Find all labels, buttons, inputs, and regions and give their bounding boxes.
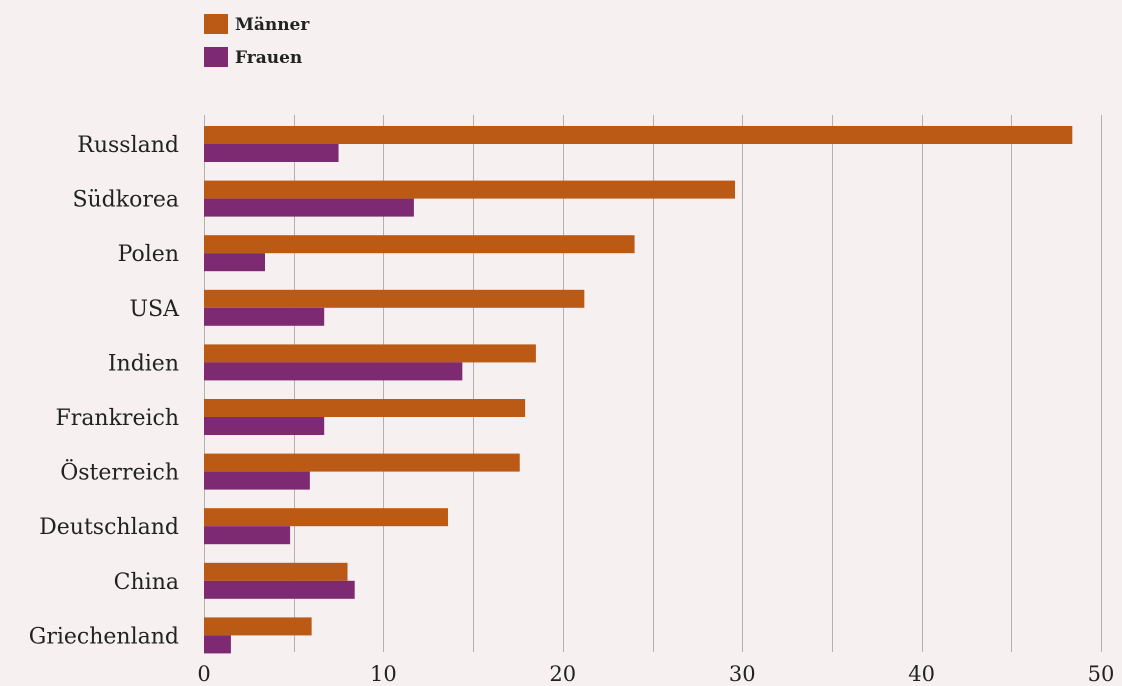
bar-frauen-8 — [204, 580, 355, 599]
x-tick-label: 20 — [549, 662, 576, 686]
x-tick-label: 50 — [1088, 662, 1115, 686]
legend-label: Männer — [235, 15, 310, 35]
category-label: Russland — [77, 133, 179, 158]
legend-swatch — [204, 14, 228, 34]
category-label: Indien — [108, 351, 179, 376]
category-label: Frankreich — [56, 406, 179, 431]
bar-frauen-5 — [204, 417, 325, 435]
x-tick-label: 10 — [370, 662, 397, 686]
x-tick-label: 0 — [197, 662, 210, 686]
bar-frauen-9 — [204, 635, 231, 654]
legend-swatch — [204, 47, 228, 67]
x-tick-label: 30 — [729, 662, 756, 686]
category-label: Polen — [118, 242, 179, 267]
bar-maenner-4 — [204, 344, 536, 363]
bar-maenner-3 — [204, 289, 585, 308]
bar-maenner-0 — [204, 126, 1073, 144]
bar-frauen-4 — [204, 362, 463, 381]
bar-frauen-0 — [204, 144, 339, 162]
bar-maenner-5 — [204, 399, 526, 417]
category-label: Griechenland — [29, 624, 179, 649]
bar-frauen-7 — [204, 526, 291, 545]
bar-maenner-9 — [204, 617, 312, 636]
category-label: Deutschland — [39, 515, 179, 540]
bar-frauen-6 — [204, 471, 310, 490]
bar-maenner-2 — [204, 235, 635, 254]
category-label: USA — [130, 297, 181, 322]
bar-frauen-2 — [204, 253, 265, 272]
bar-maenner-8 — [204, 562, 348, 581]
bar-maenner-7 — [204, 508, 448, 527]
legend: Männer Frauen — [204, 14, 310, 68]
category-label: Österreich — [60, 459, 179, 486]
category-label: Südkorea — [72, 188, 179, 213]
bar-maenner-6 — [204, 453, 520, 472]
bars — [204, 126, 1073, 654]
bar-maenner-1 — [204, 180, 736, 199]
legend-label: Frauen — [235, 48, 302, 68]
bar-frauen-3 — [204, 307, 325, 326]
x-tick-labels: 0 10 20 30 40 50 — [197, 662, 1114, 686]
bar-frauen-1 — [204, 198, 414, 217]
category-label: China — [114, 570, 179, 595]
category-labels: Russland Südkorea Polen USA Indien Frankreich… — [29, 133, 180, 649]
x-tick-label: 40 — [908, 662, 935, 686]
